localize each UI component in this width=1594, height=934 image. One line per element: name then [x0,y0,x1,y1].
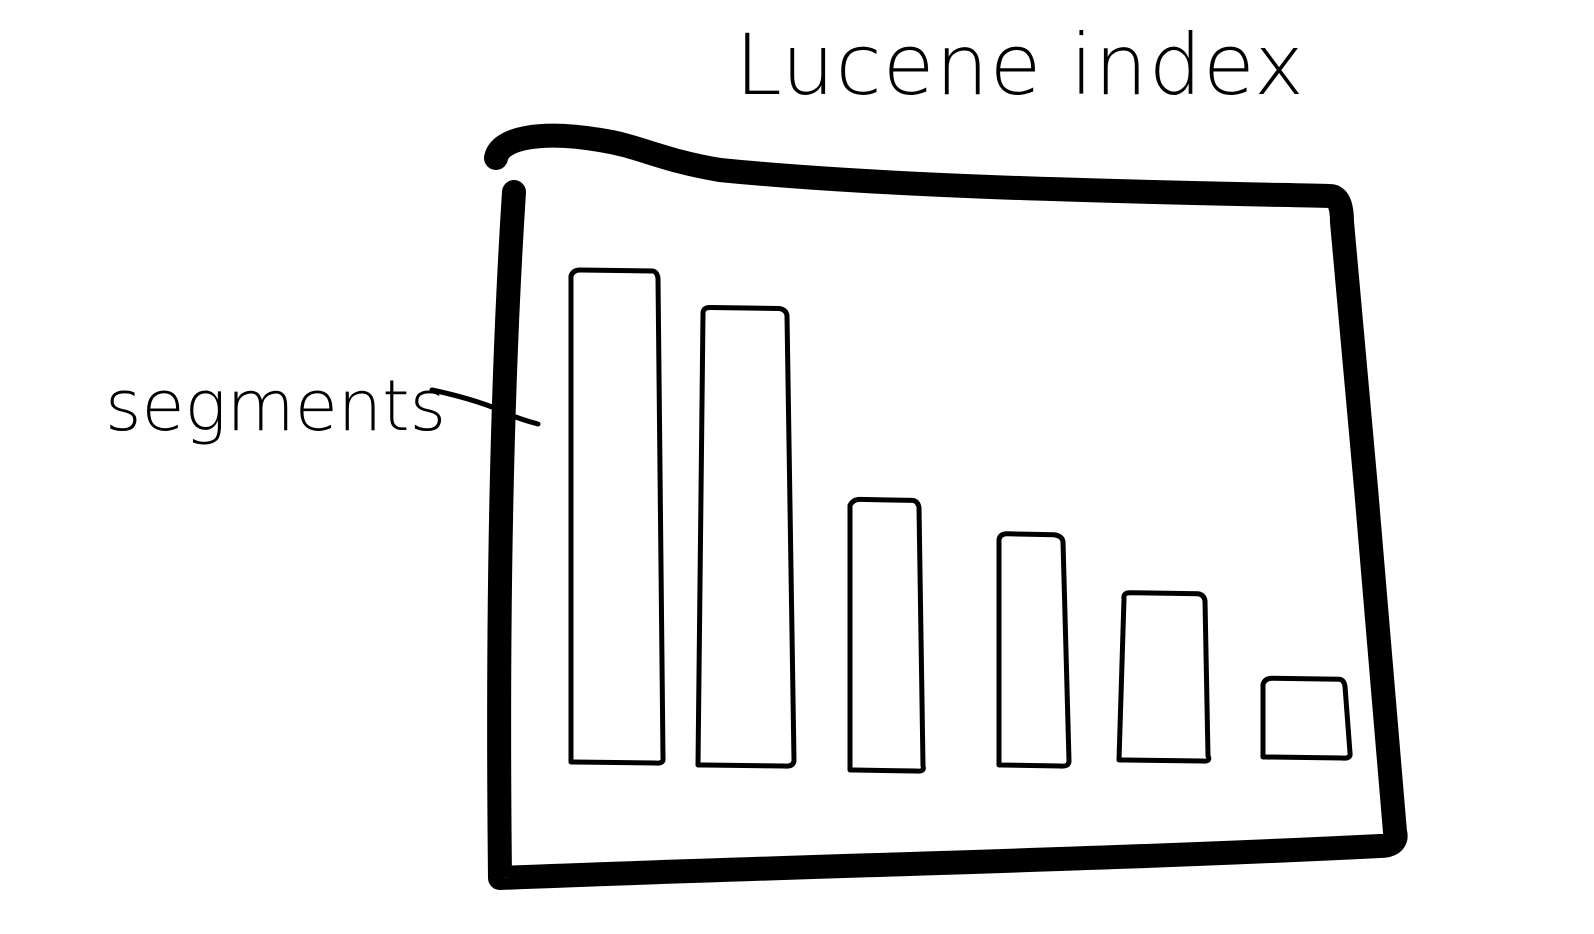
segment-bar-3 [847,496,926,774]
segment-bar-2 [695,304,797,769]
segment-bar-1 [568,267,666,766]
label-pointer-line [429,387,541,427]
diagram-title: Lucene index [735,16,1305,114]
segments-label: segments [105,365,446,447]
index-container-box [484,123,1408,890]
segments-group [568,267,1353,774]
segment-bar-6 [1260,675,1353,761]
segment-bar-4 [996,531,1072,769]
segment-bar-5 [1116,590,1212,764]
